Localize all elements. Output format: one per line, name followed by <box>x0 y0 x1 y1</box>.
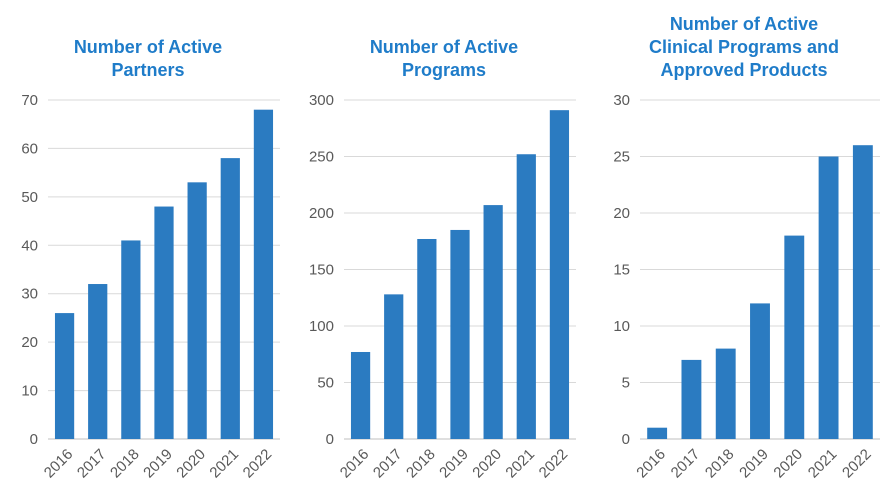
bar-plot-active-programs: 0501001502002503002016201720182019202020… <box>309 92 576 482</box>
y-axis-tick-label: 250 <box>309 149 334 166</box>
bar-2020 <box>483 205 503 439</box>
x-axis-tick-label: 2019 <box>736 446 772 482</box>
x-axis-tick-label: 2019 <box>140 446 176 482</box>
bar-2019 <box>750 303 770 439</box>
chart-title-line: Programs <box>401 60 487 80</box>
chart-title-line: Partners <box>111 60 185 80</box>
y-axis-tick-label: 0 <box>30 431 38 448</box>
x-axis-tick-label: 2020 <box>469 446 505 482</box>
bar-2019 <box>154 206 174 439</box>
y-axis-tick-label: 15 <box>613 262 630 279</box>
y-axis-tick-label: 60 <box>21 140 38 157</box>
y-axis-tick-label: 30 <box>613 92 630 109</box>
x-axis-tick-label: 2018 <box>702 446 738 482</box>
y-axis-tick-label: 30 <box>21 286 38 303</box>
x-axis-tick-label: 2021 <box>206 446 242 482</box>
bar-2016 <box>647 427 668 439</box>
y-axis-tick-label: 5 <box>622 375 630 392</box>
bar-2016 <box>54 313 75 439</box>
x-axis-tick-label: 2020 <box>770 446 806 482</box>
y-axis-tick-label: 10 <box>21 383 38 400</box>
bar-2018 <box>121 240 141 439</box>
chart-title-line: Number of Active <box>369 37 519 57</box>
bar-2016 <box>350 351 371 439</box>
x-axis-tick-label: 2020 <box>173 446 209 482</box>
x-axis-tick-label: 2018 <box>403 446 439 482</box>
y-axis-tick-label: 0 <box>622 431 630 448</box>
x-axis-tick-label: 2022 <box>839 446 875 482</box>
y-axis-tick-label: 50 <box>21 189 38 206</box>
chart-title-line: Approved Products <box>660 60 828 80</box>
y-axis-tick-label: 0 <box>326 431 334 448</box>
bar-plot-active-partners: 0 10 20 30 40 50 60 70 2016201720182019202020212… <box>21 92 280 482</box>
bar-2022 <box>253 109 274 439</box>
y-axis-tick-label: 50 <box>317 375 334 392</box>
x-axis-tick-label: 2018 <box>107 446 143 482</box>
bar-2018 <box>715 348 736 439</box>
bar-2017 <box>88 284 108 439</box>
x-axis-tick-label: 2016 <box>41 446 77 482</box>
x-axis-tick-label: 2016 <box>633 446 669 482</box>
bar-2019 <box>450 229 470 439</box>
y-axis-tick-label: 150 <box>309 262 334 279</box>
chart-title-line: Number of Active <box>73 37 223 57</box>
bar-2022 <box>549 110 570 440</box>
x-axis-tick-label: 2022 <box>536 446 572 482</box>
bar-2021 <box>818 156 839 439</box>
x-axis-tick-label: 2017 <box>74 446 110 482</box>
bar-2022 <box>852 145 873 439</box>
x-axis-tick-label: 2021 <box>502 446 538 482</box>
x-axis-tick-label: 2019 <box>436 446 472 482</box>
chart-title-line: Clinical Programs and <box>648 37 840 57</box>
y-axis-tick-label: 10 <box>613 318 630 335</box>
y-axis-tick-label: 300 <box>309 92 334 109</box>
y-axis-tick-label: 20 <box>21 334 38 351</box>
bar-2021 <box>516 154 536 440</box>
y-axis-tick-label: 20 <box>613 205 630 222</box>
y-axis-tick-label: 70 <box>21 92 38 109</box>
x-axis-tick-label: 2016 <box>337 446 373 482</box>
chart-title: Number of Active Clinical Programs and A… <box>592 0 896 92</box>
y-axis-tick-label: 200 <box>309 205 334 222</box>
bar-2018 <box>417 238 437 439</box>
y-axis-tick-label: 40 <box>21 237 38 254</box>
y-axis-tick-label: 25 <box>613 149 630 166</box>
bar-2017 <box>681 359 702 439</box>
chart-title-line: Number of Active <box>669 14 819 34</box>
bar-2017 <box>384 294 404 439</box>
x-axis-tick-label: 2017 <box>370 446 406 482</box>
chart-active-partners: Number of Active Partners 0 10 20 30 40 50 60 7… <box>0 0 296 502</box>
chart-active-programs: Number of Active Programs 0 50 100 150 200 25… <box>296 0 592 502</box>
bar-2021 <box>220 158 240 439</box>
x-axis-tick-label: 2021 <box>805 446 841 482</box>
x-axis-tick-label: 2017 <box>668 446 704 482</box>
bar-2020 <box>784 235 805 439</box>
chart-title: Number of Active Programs <box>296 0 592 92</box>
bar-2020 <box>187 182 207 439</box>
chart-title: Number of Active Partners <box>0 0 296 92</box>
y-axis-tick-label: 100 <box>309 318 334 335</box>
x-axis-tick-label: 2022 <box>240 446 276 482</box>
chart-clinical-programs-approved-products: Number of Active Clinical Programs and A… <box>592 0 896 502</box>
